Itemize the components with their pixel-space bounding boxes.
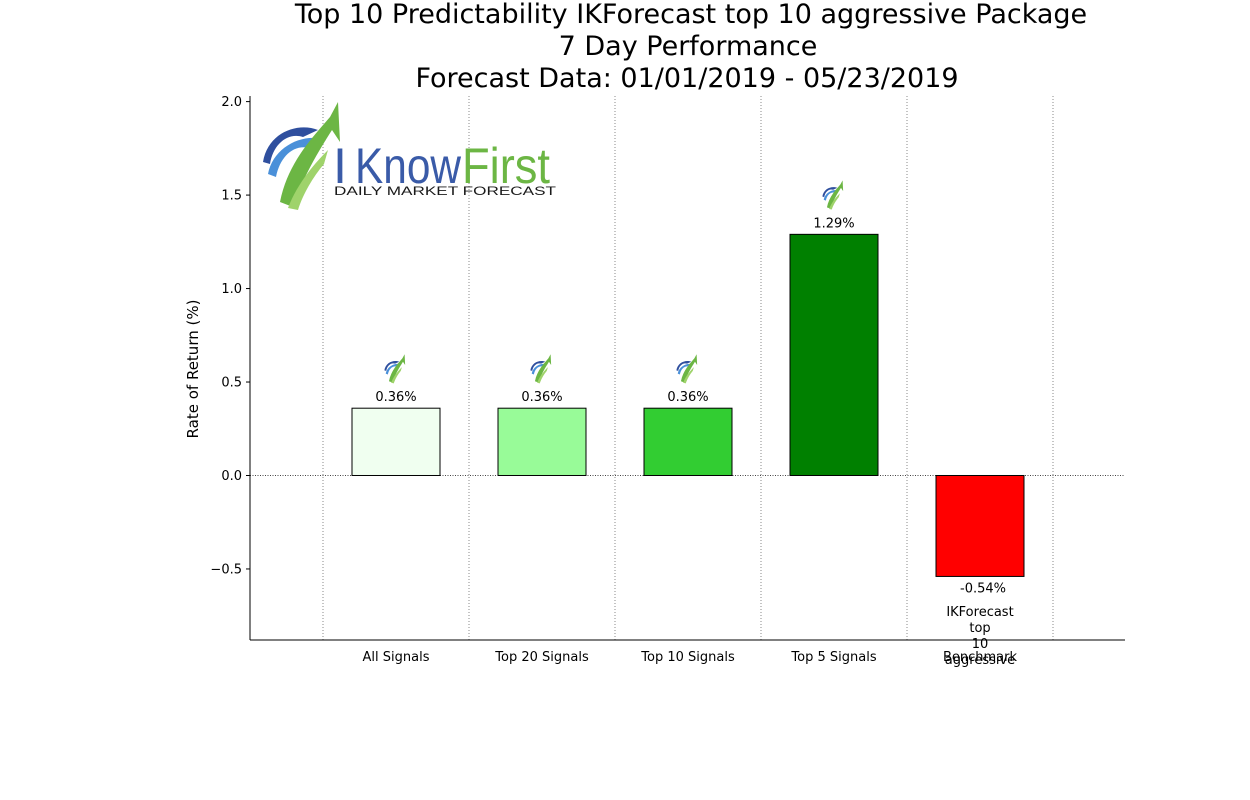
y-tick-label: 2.0 — [221, 95, 242, 110]
y-tick-label: 1.0 — [221, 282, 242, 297]
mini-logo-icon — [384, 354, 406, 384]
x-tick-label: Top 5 Signals — [790, 650, 876, 665]
bar-value-label: 0.36% — [521, 390, 562, 405]
title-line-1: Top 10 Predictability IKForecast top 10 … — [294, 0, 1087, 30]
bar-value-label: 0.36% — [667, 390, 708, 405]
bar — [789, 233, 879, 476]
bar — [351, 407, 441, 476]
axes-layer: All Signals Top 20 Signals Top 10 Signals T… — [210, 95, 1125, 665]
x-tick-label: Top 20 Signals — [494, 650, 589, 665]
y-axis-label: Rate of Return (%) — [184, 300, 202, 439]
title-line-2: 7 Day Performance — [559, 31, 818, 62]
logo-brand-i: I — [333, 138, 347, 194]
mini-logo-icon — [530, 354, 552, 384]
benchmark-note-line: IKForecast — [946, 605, 1013, 620]
bars-layer — [351, 233, 1025, 577]
y-tick-label: 1.5 — [221, 189, 242, 204]
benchmark-note-line: aggressive — [945, 653, 1015, 668]
y-tick-label: −0.5 — [210, 562, 242, 577]
bar — [497, 407, 587, 476]
title-line-3: Forecast Data: 01/01/2019 - 05/23/2019 — [415, 63, 958, 94]
y-tick-label: 0.0 — [221, 469, 242, 484]
chart-title: Top 10 Predictability IKForecast top 10 … — [294, 0, 1087, 94]
benchmark-note-line: top — [969, 621, 990, 636]
logo-swoosh-icon — [263, 102, 340, 210]
bar — [935, 474, 1025, 577]
logo: I Know First DAILY MARKET FORECAST — [263, 102, 557, 210]
x-tick-label: Top 10 Signals — [640, 650, 735, 665]
bar-value-label: 1.29% — [813, 216, 854, 231]
bar-value-label: 0.36% — [375, 390, 416, 405]
y-tick-label: 0.5 — [221, 376, 242, 391]
labels-layer: 0.36% 0.36% 0.36% 1.29% -0.54% IKForecasttop1… — [375, 180, 1015, 668]
logo-tagline: DAILY MARKET FORECAST — [334, 184, 557, 198]
mini-logo-icon — [822, 180, 844, 210]
mini-logo-icon — [676, 354, 698, 384]
logo-brand-know: Know — [355, 138, 462, 194]
benchmark-note-line: 10 — [972, 637, 989, 652]
bar — [643, 407, 733, 476]
x-tick-label: Benchmark — [943, 650, 1018, 665]
x-tick-label: All Signals — [363, 650, 430, 665]
logo-brand-first: First — [462, 138, 550, 194]
bar-value-label: -0.54% — [960, 581, 1006, 596]
